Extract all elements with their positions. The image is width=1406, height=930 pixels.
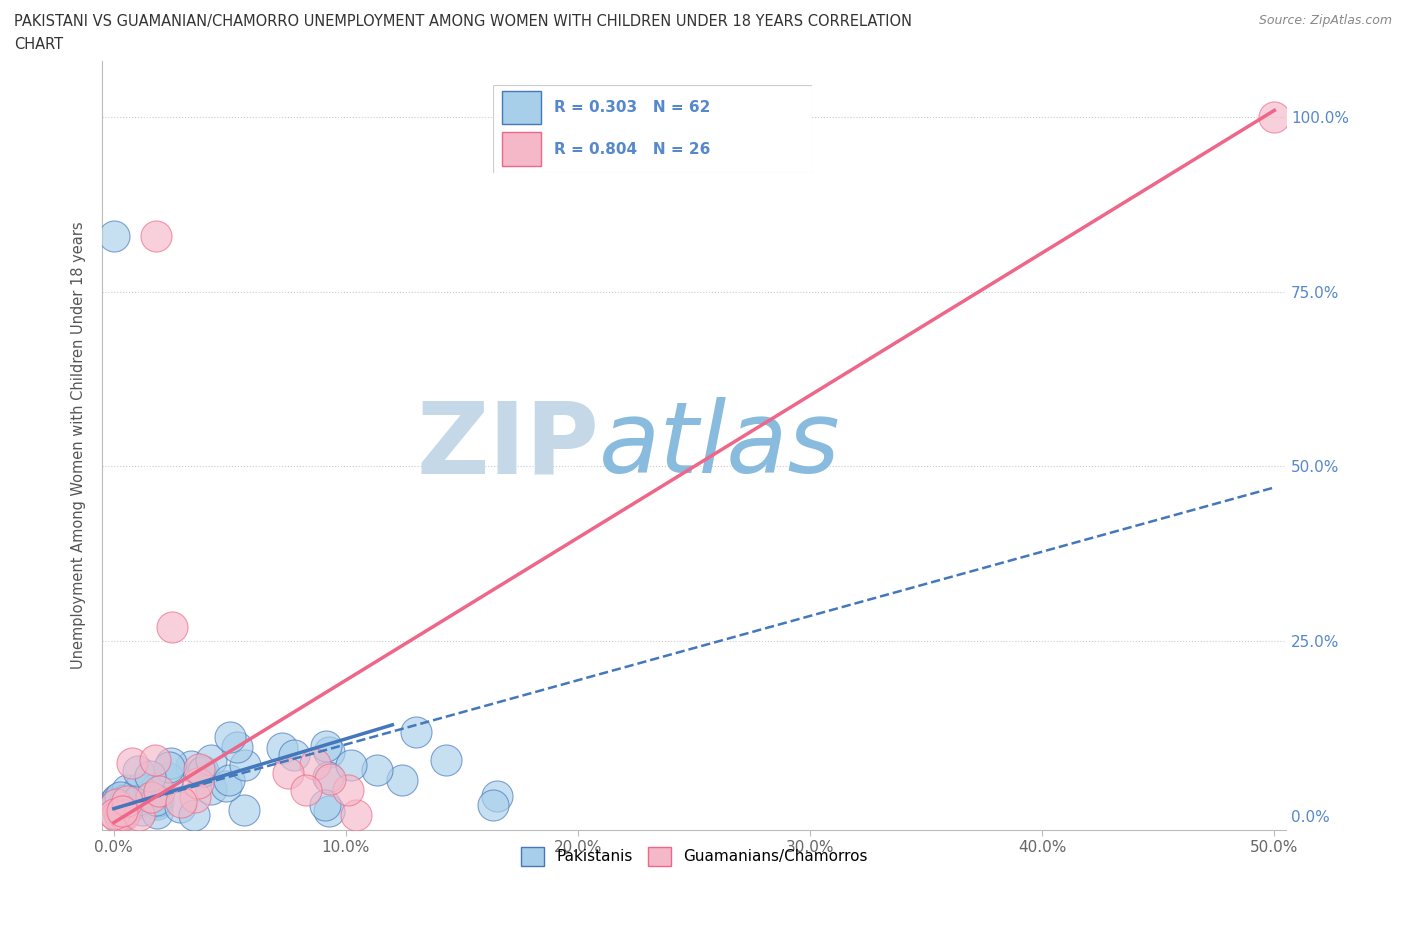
- Point: [111, 804, 134, 818]
- Point: [111, 796, 134, 811]
- Point: [139, 768, 162, 783]
- Point: [405, 724, 427, 739]
- Point: [184, 790, 207, 804]
- Point: [103, 229, 125, 244]
- Point: [318, 804, 340, 818]
- Point: [160, 619, 183, 634]
- Point: [128, 781, 150, 796]
- Point: [169, 795, 191, 810]
- Point: [110, 807, 132, 822]
- Point: [486, 789, 509, 804]
- Point: [146, 806, 169, 821]
- Point: [340, 757, 363, 772]
- Point: [104, 795, 127, 810]
- Point: [434, 753, 457, 768]
- Point: [316, 769, 339, 784]
- Point: [115, 782, 138, 797]
- Point: [111, 804, 134, 818]
- Point: [200, 781, 222, 796]
- Point: [315, 738, 337, 753]
- Point: [233, 803, 256, 817]
- Point: [128, 807, 150, 822]
- Point: [187, 776, 209, 790]
- Legend: Pakistanis, Guamanians/Chamorros: Pakistanis, Guamanians/Chamorros: [515, 841, 873, 872]
- Point: [391, 773, 413, 788]
- Point: [145, 780, 167, 795]
- Point: [104, 808, 127, 823]
- Point: [111, 804, 134, 818]
- Point: [112, 804, 135, 818]
- Point: [108, 790, 131, 804]
- Point: [121, 756, 143, 771]
- Point: [235, 758, 257, 773]
- Text: Source: ZipAtlas.com: Source: ZipAtlas.com: [1258, 14, 1392, 27]
- Point: [157, 770, 180, 785]
- Point: [114, 800, 136, 815]
- Point: [218, 772, 240, 787]
- Y-axis label: Unemployment Among Women with Children Under 18 years: Unemployment Among Women with Children U…: [72, 221, 86, 670]
- Point: [108, 804, 131, 819]
- Point: [103, 806, 125, 821]
- Point: [277, 765, 299, 780]
- Point: [180, 759, 202, 774]
- Point: [145, 791, 167, 806]
- Text: atlas: atlas: [599, 397, 841, 494]
- Point: [112, 806, 135, 821]
- Point: [226, 739, 249, 754]
- Point: [482, 797, 505, 812]
- Point: [319, 772, 342, 787]
- Text: PAKISTANI VS GUAMANIAN/CHAMORRO UNEMPLOYMENT AMONG WOMEN WITH CHILDREN UNDER 18 : PAKISTANI VS GUAMANIAN/CHAMORRO UNEMPLOY…: [14, 14, 912, 29]
- Point: [169, 800, 191, 815]
- Text: ZIP: ZIP: [416, 397, 599, 494]
- Point: [146, 793, 169, 808]
- Point: [105, 792, 128, 807]
- Point: [112, 807, 135, 822]
- Point: [219, 729, 242, 744]
- Point: [124, 796, 146, 811]
- Point: [200, 753, 222, 768]
- Point: [366, 763, 388, 777]
- Point: [188, 762, 211, 777]
- Point: [295, 783, 318, 798]
- Point: [105, 797, 128, 812]
- Point: [104, 795, 127, 810]
- Text: CHART: CHART: [14, 37, 63, 52]
- Point: [157, 759, 180, 774]
- Point: [190, 764, 212, 779]
- Point: [111, 799, 134, 814]
- Point: [143, 752, 166, 767]
- Point: [139, 790, 162, 804]
- Point: [191, 764, 214, 778]
- Point: [108, 795, 131, 810]
- Point: [145, 229, 167, 244]
- Point: [1263, 110, 1285, 125]
- Point: [159, 756, 181, 771]
- Point: [146, 797, 169, 812]
- Point: [114, 792, 136, 807]
- Point: [115, 793, 138, 808]
- Point: [104, 798, 127, 813]
- Point: [105, 796, 128, 811]
- Point: [108, 802, 131, 817]
- Point: [318, 744, 340, 759]
- Point: [127, 764, 149, 778]
- Point: [346, 807, 368, 822]
- Point: [127, 792, 149, 807]
- Point: [108, 807, 131, 822]
- Point: [336, 782, 359, 797]
- Point: [215, 778, 238, 793]
- Point: [304, 756, 326, 771]
- Point: [283, 747, 305, 762]
- Point: [145, 792, 167, 807]
- Point: [148, 784, 170, 799]
- Point: [121, 797, 143, 812]
- Point: [131, 803, 153, 817]
- Point: [271, 740, 294, 755]
- Point: [183, 807, 205, 822]
- Point: [314, 797, 336, 812]
